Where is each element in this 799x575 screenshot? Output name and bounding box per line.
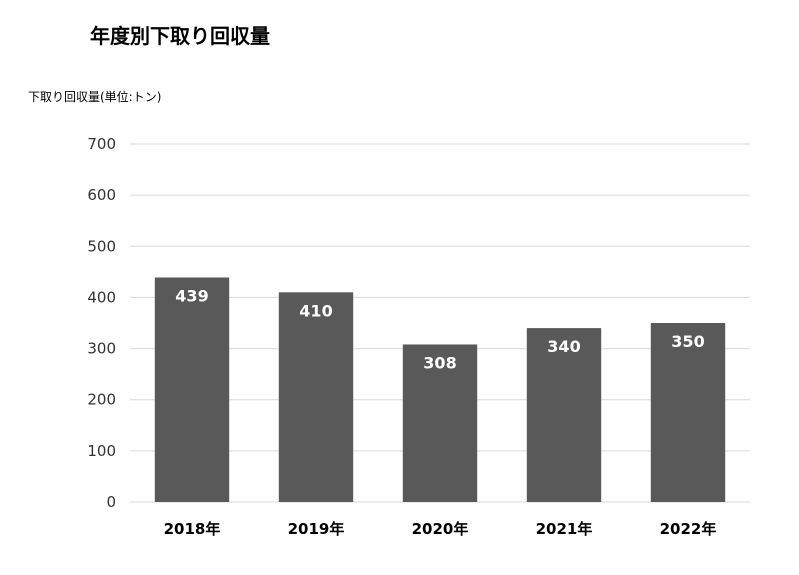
- bar: [526, 328, 602, 502]
- data-label: 308: [423, 353, 456, 372]
- y-tick-label: 300: [87, 340, 116, 358]
- y-tick-labels: 0 100 200 300 400 500 600 700: [87, 135, 116, 511]
- y-axis-label: 下取り回収量(単位:トン): [28, 90, 162, 104]
- chart-title: 年度別下取り回収量: [90, 24, 270, 48]
- y-tick-label: 700: [87, 135, 116, 153]
- x-tick-label: 2020年: [412, 520, 469, 538]
- data-label: 410: [299, 301, 332, 320]
- x-tick-label: 2018年: [164, 520, 221, 538]
- bar: [278, 292, 354, 502]
- x-tick-label: 2021年: [536, 520, 593, 538]
- bar: [650, 323, 726, 502]
- bar: [402, 344, 478, 502]
- y-tick-label: 200: [87, 391, 116, 409]
- bars: [154, 277, 726, 502]
- y-tick-label: 400: [87, 288, 116, 306]
- bar: [154, 277, 230, 502]
- y-tick-label: 0: [106, 493, 116, 511]
- data-label: 439: [175, 286, 208, 305]
- data-label: 340: [547, 337, 580, 356]
- y-tick-label: 600: [87, 186, 116, 204]
- data-label: 350: [671, 332, 704, 351]
- x-tick-label: 2022年: [660, 520, 717, 538]
- x-tick-labels: 2018年 2019年 2020年 2021年 2022年: [164, 520, 717, 538]
- y-tick-label: 500: [87, 237, 116, 255]
- x-tick-label: 2019年: [288, 520, 345, 538]
- y-tick-label: 100: [87, 442, 116, 460]
- data-labels: 439 410 308 340 350: [175, 286, 704, 372]
